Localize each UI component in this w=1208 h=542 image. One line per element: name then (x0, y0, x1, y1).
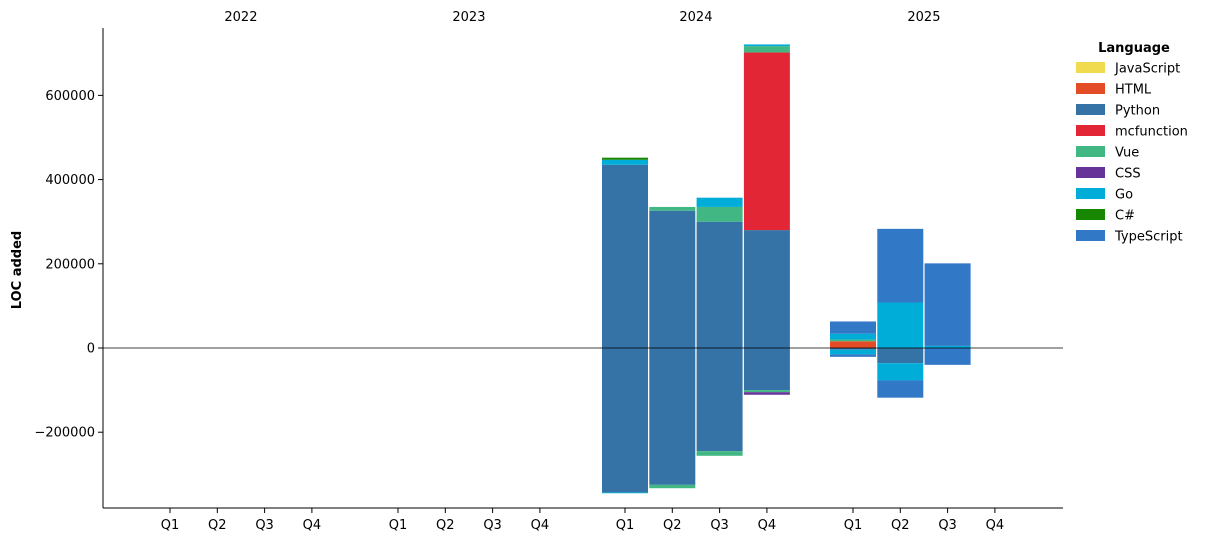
x-tick-label-2023-q2: Q2 (436, 518, 455, 533)
bar-segment-2025-q1-html (830, 341, 876, 348)
bar-segment-2024-q4-vue (743, 390, 790, 393)
legend-label-python: Python (1115, 104, 1160, 119)
bar-segment-2025-q3-typescript (924, 263, 971, 346)
bar-segment-2024-q1-python (602, 348, 648, 493)
legend-label-mcfunction: mcfunction (1115, 125, 1188, 140)
x-tick-label-2022-q1: Q1 (161, 518, 180, 533)
x-tick-label-2022-q3: Q3 (255, 518, 274, 533)
bar-segment-2024-q4-vue (743, 46, 790, 53)
bar-segment-2025-q2-go (877, 302, 924, 348)
x-tick-label-2025-q4: Q4 (986, 518, 1005, 533)
x-tick-label-2024-q2: Q2 (663, 518, 682, 533)
year-label-2024: 2024 (679, 10, 712, 25)
x-tick-label-2024-q1: Q1 (616, 518, 635, 533)
x-tick-label-2024-q3: Q3 (710, 518, 729, 533)
y-ticks: −200000 0 200000 400000 600000 (34, 89, 103, 441)
axes (102, 28, 1063, 509)
bar-segment-2025-q2-python (877, 348, 924, 364)
legend-label-vue: Vue (1115, 146, 1139, 161)
bar-segment-2024-q4-go (743, 44, 790, 47)
bar-segment-2024-q4-python (743, 230, 790, 348)
x-ticks: Q1 Q2 Q3 Q4 Q1 Q2 Q3 Q4 Q1 Q2 Q3 Q4 Q1 Q2 Q3 Q4 (161, 508, 1004, 533)
bar-segment-2024-q1-go (602, 159, 648, 165)
y-tick-label: 0 (87, 342, 95, 357)
year-label-2023: 2023 (452, 10, 485, 25)
legend-swatch-go (1076, 188, 1105, 199)
legend-label-typescript: TypeScript (1114, 230, 1183, 245)
bar-segment-2024-q2-vue (649, 206, 696, 211)
year-labels: 2022 2023 2024 2025 (224, 10, 940, 25)
y-tick-label: 400000 (45, 173, 95, 188)
year-label-2025: 2025 (907, 10, 940, 25)
bar-segment-2024-q4-css (743, 392, 790, 395)
x-tick-label-2024-q4: Q4 (758, 518, 777, 533)
y-axis-title: LOC added (10, 231, 25, 309)
bar-segment-2025-q1-vue (830, 339, 876, 342)
x-tick-label-2023-q1: Q1 (389, 518, 408, 533)
y-tick-label: 600000 (45, 89, 95, 104)
legend-label-html: HTML (1115, 83, 1152, 98)
bar-segment-2024-q1-csharp (602, 157, 648, 160)
x-tick-label-2025-q1: Q1 (844, 518, 863, 533)
x-tick-label-2025-q3: Q3 (938, 518, 957, 533)
legend-swatch-mcfunction (1076, 125, 1105, 136)
x-tick-label-2023-q3: Q3 (483, 518, 502, 533)
bar-segment-2025-q3-go (924, 345, 971, 348)
legend-label-go: Go (1115, 188, 1133, 203)
legend: Language JavaScript HTML Python mcfunction V… (1076, 41, 1188, 245)
bar-segment-2024-q2-python (649, 210, 696, 348)
bar-segment-2025-q3-typescript (924, 348, 971, 365)
legend-swatch-vue (1076, 146, 1105, 157)
bar-segment-2025-q1-go (830, 333, 876, 340)
legend-swatch-css (1076, 167, 1105, 178)
y-tick-label: −200000 (34, 426, 95, 441)
bar-segment-2024-q4-python (743, 348, 790, 391)
bar-segment-2025-q1-python (830, 348, 876, 350)
year-label-2022: 2022 (224, 10, 257, 25)
legend-label-javascript: JavaScript (1114, 62, 1180, 77)
bar-segment-2024-q2-python (649, 348, 696, 485)
x-tick-label-2022-q2: Q2 (208, 518, 227, 533)
legend-title: Language (1098, 41, 1170, 56)
legend-swatch-typescript (1076, 230, 1105, 241)
x-tick-label-2023-q4: Q4 (531, 518, 550, 533)
legend-label-csharp: C# (1115, 209, 1135, 224)
x-tick-label-2025-q2: Q2 (891, 518, 910, 533)
legend-swatch-javascript (1076, 62, 1105, 73)
legend-label-css: CSS (1115, 167, 1141, 182)
bar-segment-2025-q1-go (830, 349, 876, 355)
bar-segment-2024-q3-go (696, 197, 743, 207)
bar-segment-2024-q1-go (602, 492, 648, 494)
bar-segment-2024-q1-python (602, 164, 648, 348)
bar-segment-2024-q2-vue (649, 484, 696, 489)
x-tick-label-2022-q4: Q4 (303, 518, 322, 533)
bars (602, 44, 971, 494)
bar-segment-2025-q2-typescript (877, 380, 924, 398)
bar-segment-2024-q3-python (696, 221, 743, 348)
bar-segment-2025-q1-typescript (830, 321, 876, 334)
bar-segment-2024-q3-vue (696, 206, 743, 222)
legend-swatch-html (1076, 83, 1105, 94)
bar-segment-2025-q2-typescript (877, 228, 924, 303)
legend-swatch-python (1076, 104, 1105, 115)
bar-segment-2024-q3-python (696, 348, 743, 452)
bar-segment-2024-q4-mcfunction (743, 52, 790, 231)
bar-segment-2025-q1-typescript (830, 354, 876, 357)
y-tick-label: 200000 (45, 257, 95, 272)
bar-segment-2024-q3-vue (696, 451, 743, 456)
bar-segment-2025-q2-go (877, 363, 924, 381)
legend-swatch-csharp (1076, 209, 1105, 220)
